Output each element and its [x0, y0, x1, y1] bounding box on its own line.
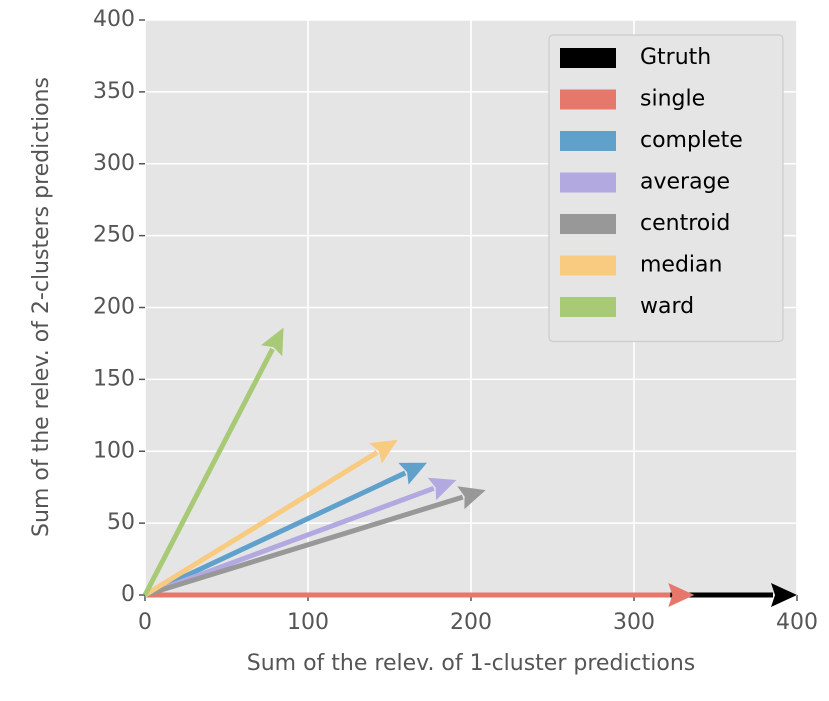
- y-tick-label: 300: [93, 151, 135, 176]
- legend-swatch: [560, 89, 616, 110]
- legend-swatch: [560, 48, 616, 68]
- legend-label: centroid: [640, 211, 730, 236]
- arrow-head: [260, 327, 284, 357]
- arrow-shaft: [143, 470, 407, 598]
- legend-label: Gtruth: [640, 45, 711, 70]
- legend-label: median: [640, 253, 722, 278]
- y-tick-label: 150: [93, 366, 135, 391]
- x-tick-label: 0: [138, 610, 152, 635]
- arrow-head: [668, 583, 695, 607]
- y-tick-label: 50: [107, 510, 135, 535]
- arrow: [145, 583, 695, 607]
- arrow: [143, 462, 427, 598]
- arrow-shaft: [144, 494, 464, 598]
- legend-swatch: [560, 214, 616, 234]
- arrow-head: [457, 486, 486, 510]
- y-tick-label: 350: [93, 79, 135, 104]
- legend-label: single: [640, 87, 705, 112]
- arrow-head: [427, 477, 457, 501]
- x-tick-label: 300: [613, 610, 655, 635]
- legend-label: average: [640, 170, 730, 195]
- arrow-shaft: [144, 485, 435, 598]
- arrow-head: [369, 439, 398, 464]
- arrow: [142, 327, 284, 597]
- x-tick-label: 400: [776, 610, 818, 635]
- y-tick-label: 400: [93, 7, 135, 32]
- arrow: [144, 486, 486, 598]
- legend-swatch: [560, 255, 616, 276]
- x-tick-label: 200: [450, 610, 492, 635]
- legend: Gtruth single complete average centroid media…: [548, 34, 784, 343]
- arrow-head: [771, 583, 797, 607]
- y-tick-label: 100: [93, 438, 135, 463]
- arrow-shaft: [143, 450, 379, 598]
- legend-swatch: [560, 172, 616, 193]
- y-tick-label: 250: [93, 223, 135, 248]
- y-axis-label: Sum of the relev. of 2-clusters predicti…: [29, 77, 54, 537]
- legend-swatch: [560, 297, 616, 317]
- x-axis-label: Sum of the relev. of 1-cluster predictio…: [247, 651, 695, 676]
- legend-label: complete: [640, 128, 743, 153]
- arrow-head: [398, 462, 427, 485]
- arrow: [144, 477, 457, 598]
- arrow-shaft: [142, 347, 275, 597]
- y-tick-label: 0: [121, 582, 135, 607]
- y-tick-label: 200: [93, 295, 135, 320]
- legend-swatch: [560, 131, 616, 151]
- legend-label: ward: [640, 294, 694, 319]
- arrow: [143, 439, 398, 598]
- x-tick-label: 100: [287, 610, 329, 635]
